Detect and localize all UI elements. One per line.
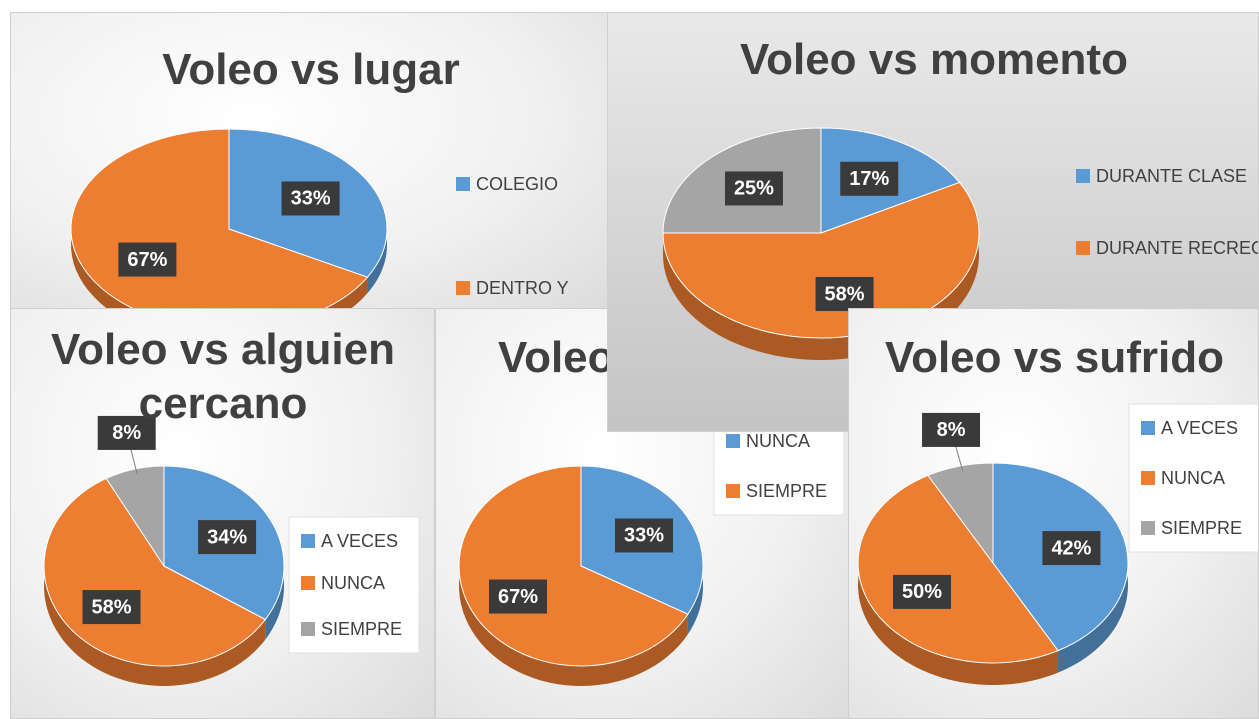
data-label: 58% (825, 283, 865, 305)
legend-label: SIEMPRE (746, 481, 827, 501)
label-box (840, 161, 899, 196)
data-label: 67% (498, 586, 538, 608)
pie-chart: 17% 58% 25% DURANTE CLASE DURANTE RECREO (662, 127, 1259, 360)
slice (857, 474, 1059, 664)
legend-label: SIEMPRE (1161, 518, 1242, 538)
legend-label: A VECES (321, 531, 398, 551)
chart-panel: 33% 67% COLEGIO DENTRO Y Voleo vs lugar (10, 12, 610, 310)
legend-label: NUNCA (746, 431, 810, 451)
data-label: 67% (127, 249, 167, 271)
legend-swatch (301, 534, 315, 548)
pie-chart: 34% 58% 8% A VECES NUNCA SIEMPRE (43, 415, 420, 686)
legend-swatch (301, 576, 315, 590)
data-label: 42% (1051, 537, 1091, 559)
legend-box (713, 416, 845, 516)
slice (105, 465, 165, 568)
slice-side (71, 129, 368, 309)
label-box (281, 181, 340, 216)
label-box (488, 579, 547, 614)
data-label: 50% (902, 581, 942, 603)
pie-chart: 33% 67% NUNCA SIEMPRE (458, 416, 845, 686)
legend-label: DURANTE RECREO (1096, 238, 1259, 258)
legend-swatch (1076, 169, 1090, 183)
data-label: 17% (849, 168, 889, 190)
legend-swatch (301, 622, 315, 636)
legend-swatch (1141, 471, 1155, 485)
data-label: 33% (624, 525, 664, 547)
slice-side (858, 475, 1059, 685)
pie-chart: 42% 50% 8% A VECES NUNCA SIEMPRE (857, 403, 1258, 685)
legend-swatch (1141, 421, 1155, 435)
label-box (1042, 531, 1101, 566)
data-label: 34% (207, 526, 247, 548)
legend-swatch (1141, 521, 1155, 535)
data-label: 8% (112, 422, 141, 444)
label-box (82, 590, 141, 625)
chart-panel: 34% 58% 8% A VECES NUNCA SIEMPRE Voleo vs algu… (10, 308, 435, 719)
legend-label: COLEGIO (476, 174, 558, 194)
chart-title: Voleo vs sufrido (884, 333, 1225, 382)
legend-swatch (1076, 241, 1090, 255)
data-label: 25% (734, 178, 774, 200)
slice (458, 465, 689, 667)
legend-label: SIEMPRE (321, 619, 402, 639)
legend-swatch (456, 281, 470, 295)
label-box (815, 277, 874, 312)
data-label: 58% (91, 596, 131, 618)
legend-label: DURANTE CLASE (1096, 166, 1247, 186)
legend-label: DENTRO Y (476, 278, 569, 298)
chart-title: Voleo vs alguien cercano (51, 325, 395, 428)
data-label: 8% (937, 419, 966, 441)
legend-label: NUNCA (1161, 468, 1225, 488)
legend-swatch (726, 434, 740, 448)
label-box (615, 518, 674, 553)
label-box (97, 415, 156, 450)
label-box (922, 412, 981, 447)
pie-chart: 33% 67% COLEGIO DENTRO Y (70, 128, 569, 309)
label-box (893, 574, 952, 609)
chart-title: Voleo vs momento (740, 35, 1128, 84)
chart-title: Voleo vs lugar (162, 45, 460, 94)
legend-swatch (456, 177, 470, 191)
legend-label: A VECES (1161, 418, 1238, 438)
legend-swatch (726, 484, 740, 498)
legend-label: NUNCA (321, 573, 385, 593)
label-box (724, 171, 783, 206)
chart-title: Voleo (498, 333, 615, 382)
chart-panel: 42% 50% 8% A VECES NUNCA SIEMPRE Voleo vs sufr… (848, 308, 1259, 719)
label-box (198, 520, 257, 555)
data-label: 33% (291, 188, 331, 210)
slice (927, 462, 994, 565)
label-box (118, 242, 177, 277)
